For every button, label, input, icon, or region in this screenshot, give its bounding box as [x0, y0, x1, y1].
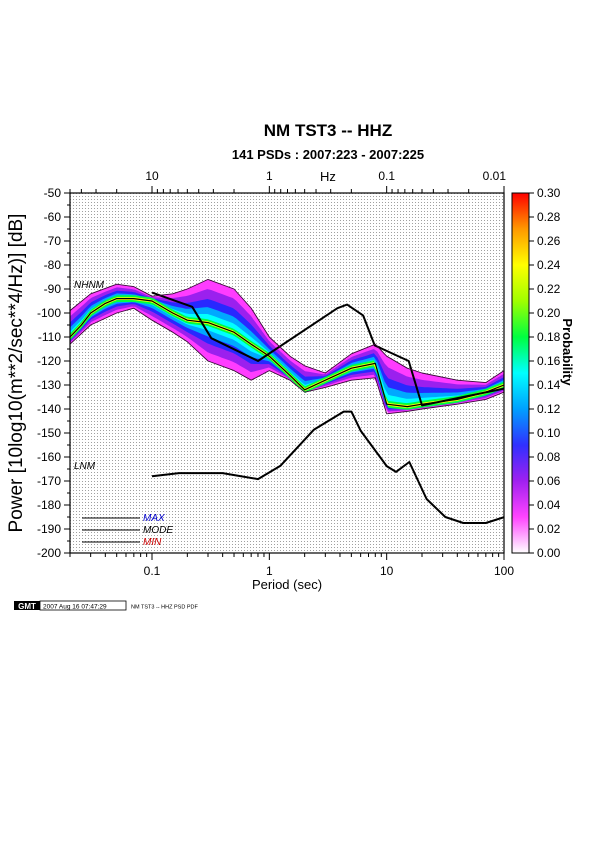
colorbar-tick-label: 0.18: [537, 330, 561, 344]
y-tick-label: -130: [37, 378, 61, 392]
heat-band-3: [70, 293, 504, 409]
legend-max-label: MAX: [143, 513, 165, 524]
colorbar-ticks: 0.30 0.28 0.26 0.24 0.22 0.20 0.18 0.16 0.14 0.12…: [529, 186, 561, 560]
top-tick-label: 10: [145, 169, 159, 183]
x-tick-label: 0.1: [144, 564, 161, 578]
y-tick-label: -120: [37, 354, 61, 368]
y-axis-label: Power [10log10(m**2/sec**4/Hz)] [dB]: [6, 214, 27, 533]
top-tick-label: 0.1: [378, 169, 395, 183]
y-tick-label: -180: [37, 498, 61, 512]
y-tick-label: -70: [44, 234, 62, 248]
y-tick-label: -190: [37, 522, 61, 536]
y-tick-label: -80: [44, 258, 62, 272]
top-tick-label: 0.01: [483, 169, 507, 183]
chart-subtitle: 141 PSDs : 2007:223 - 2007:225: [232, 147, 424, 162]
y-tick-label: -60: [44, 210, 62, 224]
gmt-logo: [14, 601, 40, 610]
y-tick-label: -110: [38, 330, 61, 344]
y-tick-label: -140: [37, 402, 61, 416]
x-tick-label: 100: [494, 564, 514, 578]
series-line-max: [70, 278, 504, 384]
series-line-min: [70, 307, 504, 415]
colorbar-tick-label: 0.02: [537, 522, 561, 536]
nhnm-annotation: NHNM: [74, 280, 105, 291]
y-tick-label: -90: [44, 282, 62, 296]
timestamp-box: [39, 600, 127, 611]
colorbar-tick-label: 0.22: [537, 282, 561, 296]
colorbar-tick-label: 0.24: [537, 258, 561, 272]
footer-caption: NM TST3 -- HHZ PSD PDF: [131, 605, 198, 611]
x-axis-label: Period (sec): [252, 577, 322, 592]
legend-mode-label: MODE: [143, 525, 173, 536]
colorbar-tick-label: 0.30: [537, 186, 561, 200]
series-lines: [70, 278, 504, 524]
series-line-lnm: [151, 410, 504, 524]
x-tick-label: 10: [380, 564, 394, 578]
colorbar-tick-label: 0.12: [537, 402, 561, 416]
series-line-nhnm: [151, 291, 504, 407]
colorbar: [511, 192, 530, 554]
y-tick-label: -50: [44, 186, 62, 200]
legend: MAX MODE MIN: [82, 513, 173, 548]
bottom-axis-ticks: 0.1 1 10 100: [69, 553, 514, 578]
x-tick-label: 1: [266, 564, 273, 578]
colorbar-tick-label: 0.00: [537, 546, 561, 560]
colorbar-tick-label: 0.06: [537, 474, 561, 488]
colorbar-tick-label: 0.26: [537, 234, 561, 248]
top-tick-label: 1: [266, 169, 273, 183]
colorbar-tick-label: 0.20: [537, 306, 561, 320]
colorbar-tick-label: 0.16: [537, 354, 561, 368]
colorbar-tick-label: 0.14: [537, 378, 561, 392]
colorbar-tick-label: 0.28: [537, 210, 561, 224]
legend-min-label: MIN: [143, 537, 162, 548]
footer-timestamp: 2007 Aug 16 07:47:29: [43, 604, 107, 611]
chart-title: NM TST3 -- HHZ: [264, 121, 392, 140]
colorbar-tick-label: 0.10: [537, 426, 561, 440]
top-axis-label: Hz: [320, 169, 336, 184]
y-tick-label: -200: [37, 546, 61, 560]
y-tick-label: -100: [37, 306, 61, 320]
top-axis-ticks: 10 1 0.1 0.01: [69, 169, 507, 193]
series-line-mode: [70, 298, 504, 408]
y-tick-label: -150: [37, 426, 61, 440]
gmt-logo-text: GMT: [18, 602, 36, 611]
colorbar-tick-label: 0.04: [537, 498, 561, 512]
lnm-annotation: LNM: [74, 461, 96, 472]
colorbar-label: Probability: [560, 318, 575, 386]
left-axis-ticks: -50 -60 -70 -80 -90 -100 -110 -120 -130 -140 -150 -…: [37, 186, 70, 560]
y-tick-label: -160: [37, 450, 61, 464]
colorbar-tick-label: 0.08: [537, 450, 561, 464]
y-tick-label: -170: [37, 474, 61, 488]
